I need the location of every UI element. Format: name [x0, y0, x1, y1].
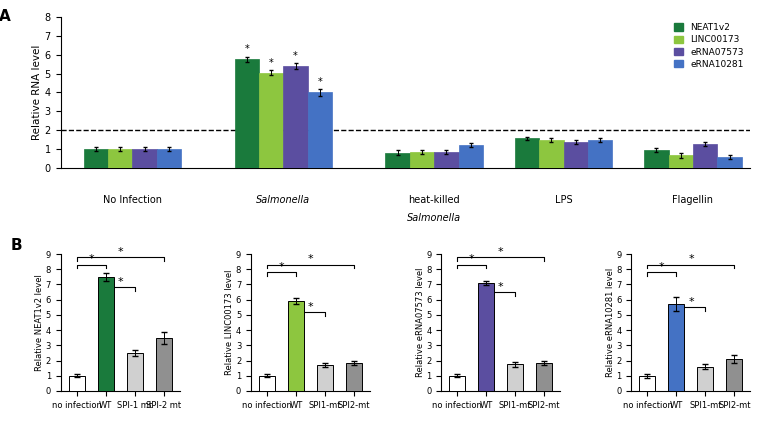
Text: *: *: [244, 44, 249, 54]
Bar: [308, 92, 332, 168]
Bar: [640, 376, 656, 391]
Bar: [385, 153, 410, 168]
Y-axis label: Relative LINC00173 level: Relative LINC00173 level: [225, 270, 234, 375]
Bar: [726, 359, 742, 391]
Text: Salmonella: Salmonella: [256, 195, 311, 205]
Bar: [459, 145, 483, 168]
Text: *: *: [293, 51, 298, 61]
Bar: [259, 376, 275, 391]
Text: Salmonella: Salmonella: [407, 213, 462, 223]
Bar: [157, 149, 181, 168]
Text: *: *: [279, 262, 284, 272]
Text: *: *: [308, 254, 313, 264]
Text: *: *: [269, 58, 274, 68]
Bar: [83, 149, 108, 168]
Bar: [410, 152, 434, 168]
Bar: [69, 376, 85, 391]
Text: No Infection: No Infection: [103, 195, 162, 205]
Bar: [669, 304, 684, 391]
Bar: [478, 283, 494, 391]
Bar: [449, 376, 465, 391]
Text: *: *: [688, 254, 694, 264]
Text: *: *: [318, 76, 322, 87]
Text: Flagellin: Flagellin: [672, 195, 713, 205]
Bar: [669, 156, 693, 168]
Text: *: *: [498, 247, 503, 257]
Bar: [515, 139, 539, 168]
Text: *: *: [88, 254, 94, 264]
Text: A: A: [0, 9, 11, 25]
Text: *: *: [469, 254, 475, 264]
Bar: [507, 364, 523, 391]
Bar: [283, 66, 308, 168]
Bar: [539, 140, 564, 168]
Bar: [155, 338, 171, 391]
Bar: [127, 353, 143, 391]
Bar: [717, 157, 742, 168]
Bar: [317, 365, 333, 391]
Bar: [133, 149, 157, 168]
Y-axis label: Relative NEAT1v2 level: Relative NEAT1v2 level: [35, 274, 44, 371]
Bar: [588, 140, 612, 168]
Text: *: *: [117, 247, 123, 257]
Legend: NEAT1v2, LINC00173, eRNA07573, eRNA10281: NEAT1v2, LINC00173, eRNA07573, eRNA10281: [672, 22, 746, 71]
Bar: [536, 363, 552, 391]
Bar: [697, 367, 713, 391]
Text: *: *: [688, 297, 694, 307]
Y-axis label: Relative eRNA10281 level: Relative eRNA10281 level: [606, 268, 615, 377]
Bar: [259, 73, 283, 168]
Bar: [564, 142, 588, 168]
Bar: [234, 60, 259, 168]
Text: *: *: [498, 282, 503, 292]
Bar: [108, 149, 133, 168]
Text: *: *: [659, 262, 665, 272]
Bar: [693, 144, 717, 168]
Y-axis label: Relative RNA level: Relative RNA level: [32, 45, 42, 140]
Y-axis label: Relative eRNA07573 level: Relative eRNA07573 level: [415, 268, 424, 377]
Text: LPS: LPS: [555, 195, 572, 205]
Bar: [644, 150, 669, 168]
Text: *: *: [117, 277, 123, 287]
Bar: [288, 301, 304, 391]
Text: heat-killed: heat-killed: [409, 195, 460, 205]
Bar: [98, 277, 114, 391]
Bar: [346, 363, 362, 391]
Text: *: *: [308, 302, 313, 312]
Bar: [434, 152, 459, 168]
Text: B: B: [11, 238, 22, 252]
